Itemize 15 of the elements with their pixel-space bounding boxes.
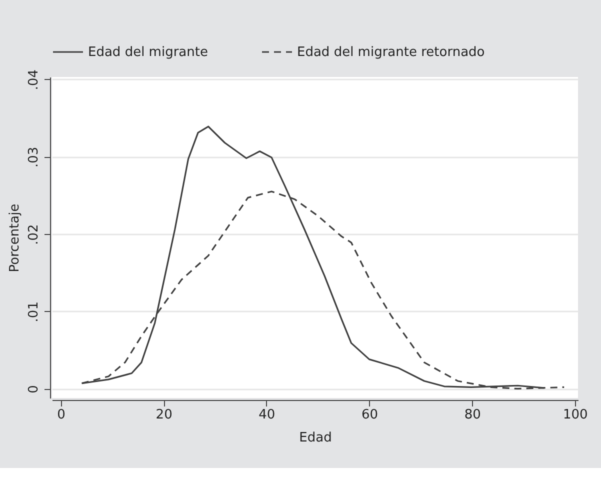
y-tick-label: 0 bbox=[26, 385, 42, 394]
legend-label: Edad del migrante bbox=[88, 45, 208, 60]
y-tick-label: .03 bbox=[26, 146, 42, 168]
x-tick-label: 20 bbox=[156, 408, 172, 422]
x-tick-label: 80 bbox=[464, 408, 481, 422]
x-axis-title: Edad bbox=[299, 430, 332, 446]
x-tick-label: 60 bbox=[361, 408, 378, 422]
x-tick-label: 40 bbox=[258, 408, 276, 422]
y-tick-label: .02 bbox=[26, 224, 42, 245]
y-tick-label: .04 bbox=[26, 69, 42, 90]
y-axis-title: Porcentaje bbox=[8, 204, 22, 272]
y-tick-label: .01 bbox=[26, 302, 42, 322]
legend-label: Edad del migrante retornado bbox=[297, 45, 485, 60]
x-tick-label: 100 bbox=[563, 408, 588, 422]
x-tick-label: 0 bbox=[57, 408, 66, 422]
